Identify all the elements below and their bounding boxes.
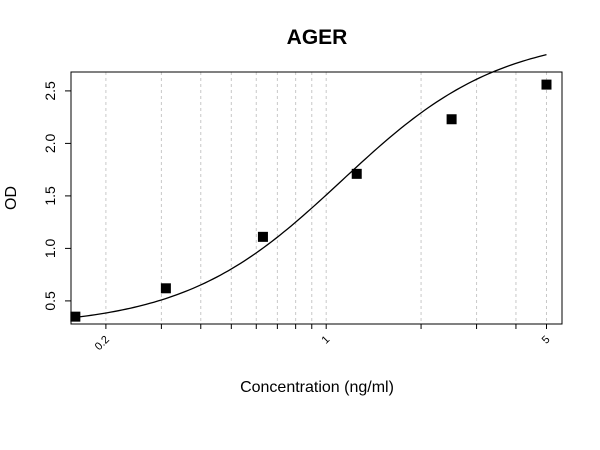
data-point [70, 311, 81, 322]
fit-curve [75, 54, 547, 319]
data-point [446, 114, 457, 125]
data-point [257, 231, 268, 242]
chart-title: AGER [287, 26, 348, 49]
y-axis-label: OD [3, 186, 20, 210]
x-tick-label: 0.2 [93, 334, 112, 353]
data-point [160, 283, 171, 294]
points-layer [70, 79, 552, 322]
y-tick-label: 1.0 [42, 238, 58, 258]
data-point [351, 168, 362, 179]
y-tick-label: 1.5 [42, 186, 58, 206]
plot-frame [70, 71, 563, 325]
y-axis: 0.5 1.0 1.5 2.0 2.5 [42, 81, 71, 311]
x-axis-label: Concentration (ng/ml) [240, 379, 394, 396]
data-point [541, 79, 552, 90]
x-tick-label: 5 [540, 334, 553, 347]
grid-layer [105, 72, 547, 324]
y-tick-label: 2.0 [42, 133, 58, 153]
y-tick-label: 2.5 [42, 81, 58, 101]
x-axis: 0.2 1 5 [93, 324, 553, 353]
x-tick-label: 1 [319, 334, 332, 347]
y-tick-label: 0.5 [42, 291, 58, 311]
